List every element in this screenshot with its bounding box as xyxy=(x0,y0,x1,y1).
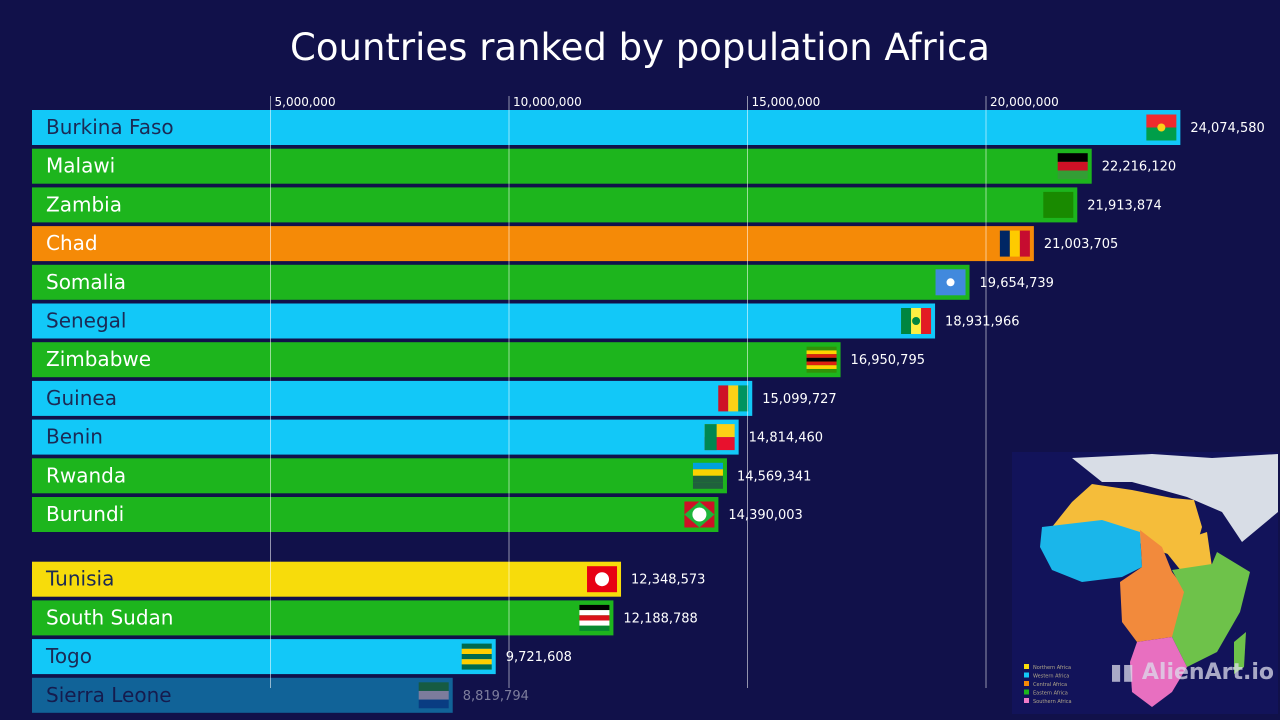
value-label: 14,390,003 xyxy=(728,508,802,523)
bar-group: South Sudan 12,188,788 xyxy=(32,600,698,636)
value-label: 19,654,739 xyxy=(980,276,1054,291)
value-label: 21,913,874 xyxy=(1087,198,1161,213)
bar xyxy=(32,561,622,597)
bar xyxy=(32,497,719,532)
chart-title: Countries ranked by population Africa xyxy=(290,26,990,69)
bar-group: Somalia 19,654,739 xyxy=(32,264,1054,300)
bar-group: Tunisia 12,348,573 xyxy=(32,561,705,597)
flag-icon xyxy=(579,604,610,631)
x-tick-label: 10,000,000 xyxy=(513,95,582,109)
x-tick-label: 20,000,000 xyxy=(990,95,1059,109)
bar-label: South Sudan xyxy=(46,605,173,629)
value-label: 24,074,580 xyxy=(1190,121,1264,136)
flag-icon xyxy=(418,682,449,709)
bar xyxy=(32,187,1078,223)
flag-icon xyxy=(587,566,618,593)
legend-swatch xyxy=(1024,681,1029,686)
flag-icon xyxy=(704,424,735,451)
legend-swatch xyxy=(1024,698,1029,703)
legend-entry: Eastern Africa xyxy=(1033,691,1068,697)
flag-icon xyxy=(692,462,723,489)
value-label: 21,003,705 xyxy=(1044,237,1118,252)
bar-label: Chad xyxy=(46,231,98,255)
bar-group: Guinea 15,099,727 xyxy=(32,380,837,416)
bar-label: Rwanda xyxy=(46,463,126,487)
bar-group: Sierra Leone 8,819,794 xyxy=(32,677,529,713)
bar-label: Zambia xyxy=(46,192,122,216)
flag-icon xyxy=(1043,191,1074,218)
bar-group: Benin 14,814,460 xyxy=(32,419,823,455)
flag-icon xyxy=(1146,114,1177,141)
bar-label: Malawi xyxy=(46,154,115,178)
value-label: 12,188,788 xyxy=(623,611,697,626)
legend-entry: Central Africa xyxy=(1033,682,1067,688)
value-label: 12,348,573 xyxy=(631,573,705,588)
bar xyxy=(32,342,841,378)
bar-group: Malawi 22,216,120 xyxy=(32,148,1176,184)
legend-entry: Western Africa xyxy=(1033,674,1069,680)
bar-label: Sierra Leone xyxy=(46,683,172,707)
bar xyxy=(32,226,1034,262)
bar xyxy=(32,110,1181,145)
legend-entry: Northern Africa xyxy=(1033,665,1071,671)
legend-swatch xyxy=(1024,664,1029,669)
legend-swatch xyxy=(1024,672,1029,678)
bar-label: Tunisia xyxy=(45,567,114,591)
bar-group: Chad 21,003,705 xyxy=(32,226,1118,262)
bar-label: Zimbabwe xyxy=(46,347,151,371)
bar-group: Togo 9,721,608 xyxy=(32,639,572,675)
value-label: 14,814,460 xyxy=(749,431,823,446)
bar-label: Togo xyxy=(45,644,92,668)
bar-label: Burundi xyxy=(46,502,124,526)
flag-icon xyxy=(999,230,1030,257)
bar xyxy=(32,264,970,300)
bar-label: Senegal xyxy=(46,309,127,333)
alienart-logo-watermark: ▮▮ AlienArt.io xyxy=(1110,660,1274,685)
bar xyxy=(32,148,1092,184)
flag-icon xyxy=(901,308,932,334)
bar-group: Rwanda 14,569,341 xyxy=(32,458,811,494)
bar-label: Guinea xyxy=(46,386,117,410)
bar xyxy=(32,639,496,675)
flag-icon xyxy=(806,346,837,373)
bar-group: Zimbabwe 16,950,795 xyxy=(32,342,925,378)
value-label: 9,721,608 xyxy=(506,650,572,665)
flag-icon xyxy=(461,643,492,670)
bar xyxy=(32,600,614,636)
bar-group: Burundi 14,390,003 xyxy=(32,497,803,532)
map-legend: Northern Africa Western Africa Central Afr… xyxy=(1024,664,1072,705)
value-label: 16,950,795 xyxy=(851,353,925,368)
value-label: 22,216,120 xyxy=(1102,160,1176,175)
bar xyxy=(32,458,727,494)
bar-group: Burkina Faso 24,074,580 xyxy=(32,110,1265,145)
x-tick-label: 15,000,000 xyxy=(752,95,821,109)
flag-icon xyxy=(718,385,749,412)
legend-swatch xyxy=(1024,689,1029,695)
bar-label: Burkina Faso xyxy=(46,115,174,139)
bar-group: Senegal 18,931,966 xyxy=(32,303,1019,339)
legend-entry: Southern Africa xyxy=(1033,699,1072,705)
value-label: 8,819,794 xyxy=(463,689,529,704)
value-label: 18,931,966 xyxy=(945,315,1019,330)
bar-group: Zambia 21,913,874 xyxy=(32,187,1162,223)
flag-icon xyxy=(684,501,715,528)
bar xyxy=(32,380,753,416)
value-label: 14,569,341 xyxy=(737,469,811,484)
bar xyxy=(32,677,453,713)
bar-label: Benin xyxy=(46,425,103,449)
x-tick-label: 5,000,000 xyxy=(275,95,336,109)
value-label: 15,099,727 xyxy=(762,392,836,407)
flag-icon xyxy=(1057,153,1088,180)
bar xyxy=(32,303,936,339)
bar xyxy=(32,419,739,455)
flag-icon xyxy=(935,269,966,296)
africa-region-map: Northern Africa Western Africa Central Afr… xyxy=(1012,452,1278,714)
bar-label: Somalia xyxy=(46,270,126,294)
